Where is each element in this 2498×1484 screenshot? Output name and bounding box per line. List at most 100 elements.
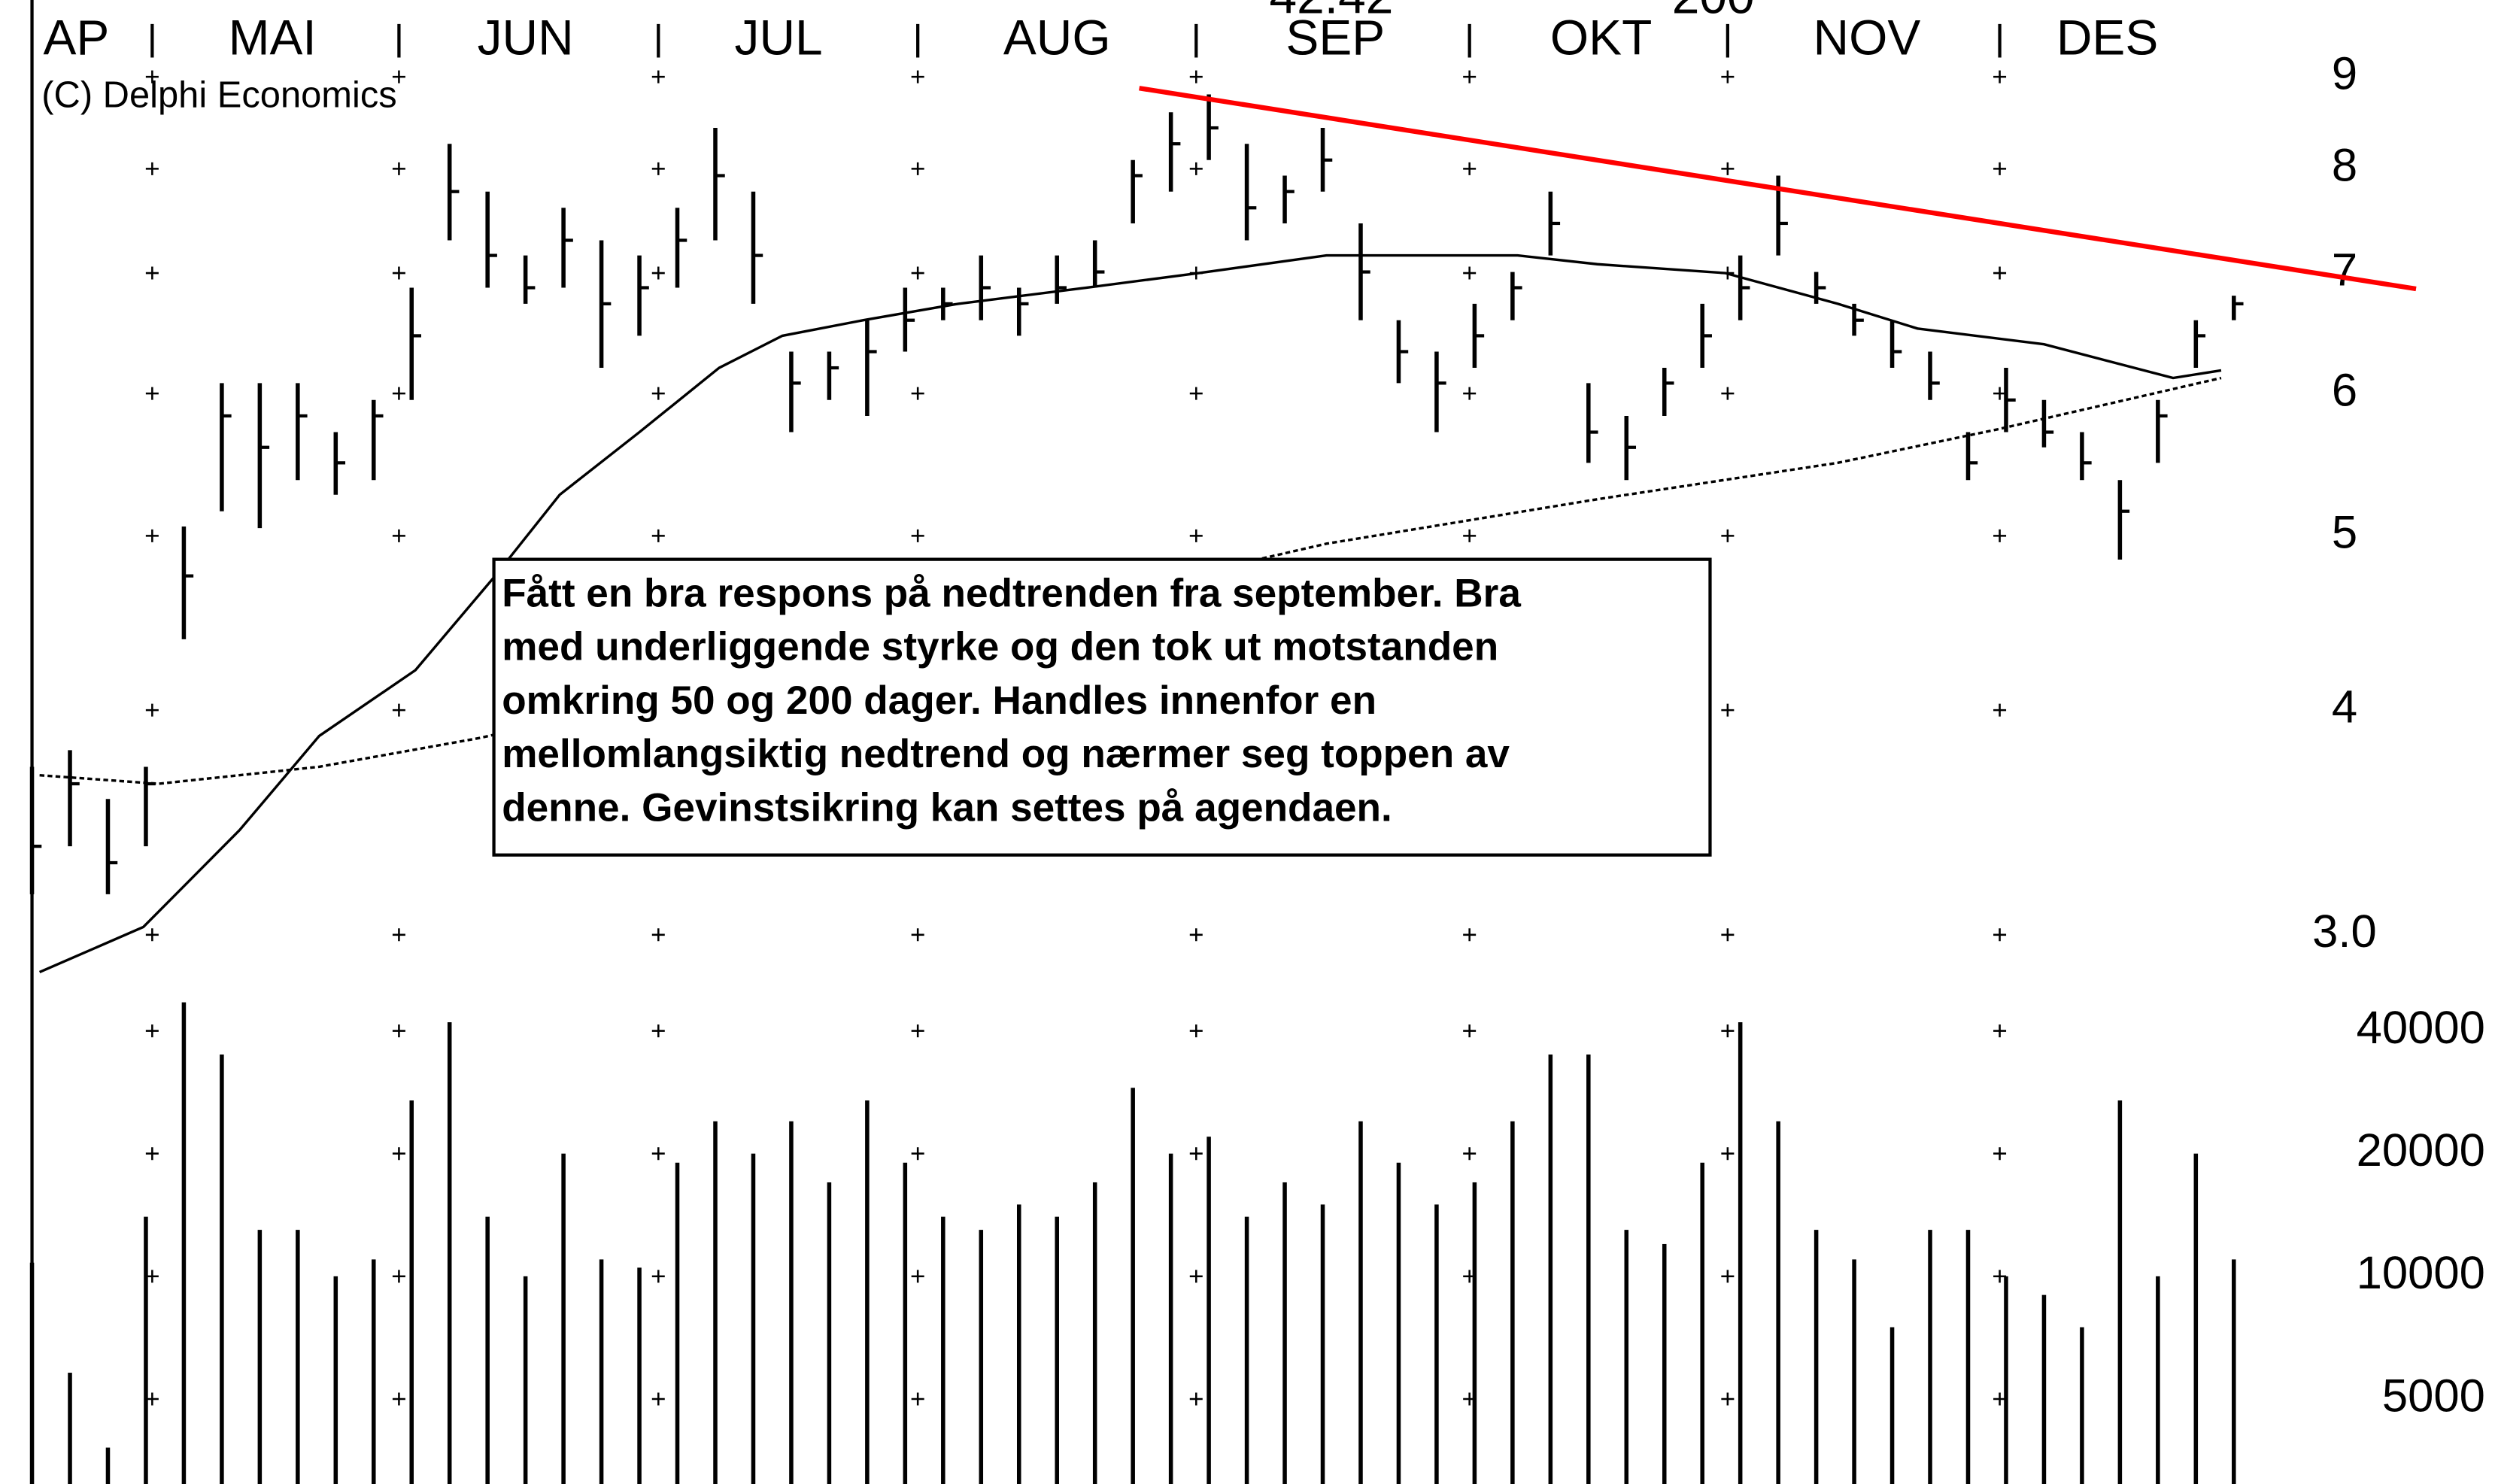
grid-cross	[1189, 70, 1203, 83]
grid-cross	[1463, 928, 1477, 942]
volume-bar	[296, 1230, 300, 1484]
grid-cross	[145, 928, 159, 942]
grid-cross	[145, 387, 159, 400]
grid-cross	[1993, 703, 2007, 717]
grid-cross	[1463, 1024, 1477, 1038]
volume-bar	[713, 1121, 718, 1484]
grid-cross	[1189, 1147, 1203, 1161]
y-tick-label: 10000	[2357, 1247, 2485, 1299]
grid-cross	[1463, 1147, 1477, 1161]
grid-cross	[911, 70, 924, 83]
volume-bar	[409, 1100, 414, 1484]
annotation-text: med underliggende styrke og den tok ut m…	[502, 625, 1498, 669]
annotation-text: denne. Gevinstsikring kan settes på agen…	[502, 785, 1392, 830]
grid-cross	[145, 1024, 159, 1038]
grid-cross	[911, 1270, 924, 1283]
grid-cross	[1993, 1147, 2007, 1161]
y-tick-label: 5000	[2382, 1370, 2485, 1422]
grid-cross	[1189, 1392, 1203, 1406]
grid-cross	[145, 1147, 159, 1161]
grid-cross	[911, 1392, 924, 1406]
volume-bar	[2232, 1259, 2236, 1484]
volume-bar	[979, 1230, 984, 1484]
y-tick-label: 6	[2332, 364, 2357, 416]
y-tick-label: 5	[2332, 507, 2357, 559]
x-tick-label: DES	[2056, 10, 2158, 65]
volume-bar	[1092, 1182, 1097, 1484]
grid-cross	[651, 162, 665, 175]
x-tick-label: JUN	[478, 10, 574, 65]
trendline	[1139, 86, 2417, 292]
volume-bar	[2156, 1276, 2160, 1484]
volume-bar	[1472, 1182, 1477, 1484]
x-tick-label: SEP	[1285, 10, 1385, 65]
grid-cross	[911, 1147, 924, 1161]
volume-bar	[1928, 1230, 1932, 1484]
grid-cross	[651, 928, 665, 942]
volume-bar	[1434, 1204, 1439, 1484]
volume-bar	[1586, 1054, 1591, 1484]
volume-bar	[372, 1259, 376, 1484]
volume-bar	[1852, 1259, 1856, 1484]
volume-bar	[675, 1162, 680, 1484]
grid-cross	[1189, 1024, 1203, 1038]
y-tick-label: 9	[2332, 47, 2357, 99]
volume-bar	[2117, 1100, 2123, 1484]
volume-bar	[1510, 1121, 1515, 1484]
grid-cross	[392, 70, 405, 83]
grid-cross	[651, 1024, 665, 1038]
grid-cross	[911, 162, 924, 175]
volume-bar	[1700, 1162, 1704, 1484]
grid-cross	[1463, 529, 1477, 542]
volume-bar	[1548, 1054, 1553, 1484]
y-tick-label: 8	[2332, 140, 2357, 192]
grid-cross	[145, 529, 159, 542]
grid-cross	[651, 1147, 665, 1161]
grid-cross	[1993, 266, 2007, 280]
grid-cross	[392, 1392, 405, 1406]
grid-cross	[651, 387, 665, 400]
volume-bar	[257, 1230, 263, 1484]
volume-bar	[1396, 1162, 1401, 1484]
volume-bar	[1776, 1121, 1780, 1484]
volume-bar	[2041, 1294, 2047, 1484]
volume-bar	[1244, 1216, 1249, 1484]
volume-bar	[827, 1182, 832, 1484]
grid-cross	[1721, 529, 1735, 542]
volume-bar	[485, 1216, 490, 1484]
grid-cross	[1993, 70, 2007, 83]
x-tick-label: MAI	[229, 10, 317, 65]
annotation-box	[492, 557, 1712, 857]
annotation-text: omkring 50 og 200 dager. Handles innenfo…	[502, 678, 1376, 723]
volume-bar	[220, 1054, 224, 1484]
copyright: (C) Delphi Economics	[41, 75, 396, 116]
volume-bar	[637, 1267, 642, 1484]
x-tick-label: NOV	[1814, 10, 1921, 65]
grid-cross	[1721, 162, 1735, 175]
grid-cross	[145, 266, 159, 280]
volume-bar	[751, 1153, 756, 1484]
grid-cross	[911, 928, 924, 942]
grid-cross	[392, 162, 405, 175]
grid-cross	[1189, 928, 1203, 942]
header-label: 42.42	[1270, 0, 1394, 23]
grid-cross	[392, 387, 405, 400]
grid-cross	[1463, 162, 1477, 175]
grid-cross	[392, 703, 405, 717]
volume-bar	[1358, 1121, 1363, 1484]
volume-bar	[68, 1373, 72, 1484]
volume-bar	[2004, 1276, 2008, 1484]
volume-bar	[561, 1153, 566, 1484]
grid-cross	[1993, 529, 2007, 542]
grid-cross	[1463, 387, 1477, 400]
grid-cross	[1721, 387, 1735, 400]
grid-cross	[911, 1024, 924, 1038]
grid-cross	[651, 266, 665, 280]
volume-bar	[144, 1216, 148, 1484]
grid-cross	[1721, 928, 1735, 942]
grid-cross	[911, 529, 924, 542]
grid-cross	[1721, 1024, 1735, 1038]
volume-bar	[1207, 1137, 1211, 1484]
grid-cross	[1463, 70, 1477, 83]
